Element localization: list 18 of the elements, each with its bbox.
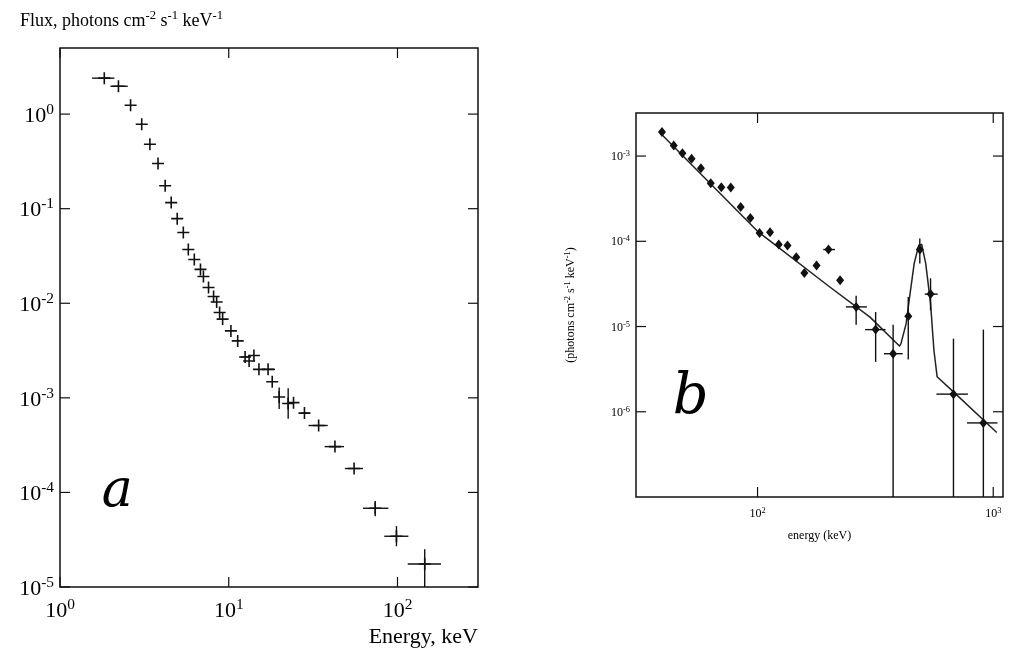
y-tick-label: 10$^{-2}$ bbox=[19, 288, 54, 316]
y-tick-label: 10$^{-4}$ bbox=[611, 233, 631, 249]
y-tick-label: 10$^{-6}$ bbox=[611, 404, 630, 419]
y-tick-label: 10$^{-3}$ bbox=[19, 383, 55, 411]
x-tick-label: 10$^{2}$ bbox=[749, 505, 766, 520]
y-axis-title: Flux, photons cm$^{-2}$ s$^{-1}$ keV$^{-1}$ bbox=[20, 8, 224, 30]
x-tick-label: 10$^{3}$ bbox=[985, 505, 1002, 520]
x-axis-title: Energy, keV bbox=[368, 623, 479, 648]
y-tick-label: 10$^{-4}$ bbox=[19, 477, 55, 506]
x-tick-label: 10$^{1}$ bbox=[213, 594, 244, 622]
annotation: a bbox=[101, 458, 133, 519]
x-tick-label: 10$^{2}$ bbox=[382, 594, 413, 622]
x-axis-title: energy (keV) bbox=[787, 528, 852, 542]
y-tick-label: 10$^{-5}$ bbox=[611, 319, 630, 334]
y-tick-label: 10$^{-1}$ bbox=[19, 193, 54, 222]
y-tick-label: 10$^{0}$ bbox=[24, 99, 55, 127]
y-tick-label: 10$^{-3}$ bbox=[611, 148, 630, 164]
annotation: b bbox=[672, 360, 709, 426]
